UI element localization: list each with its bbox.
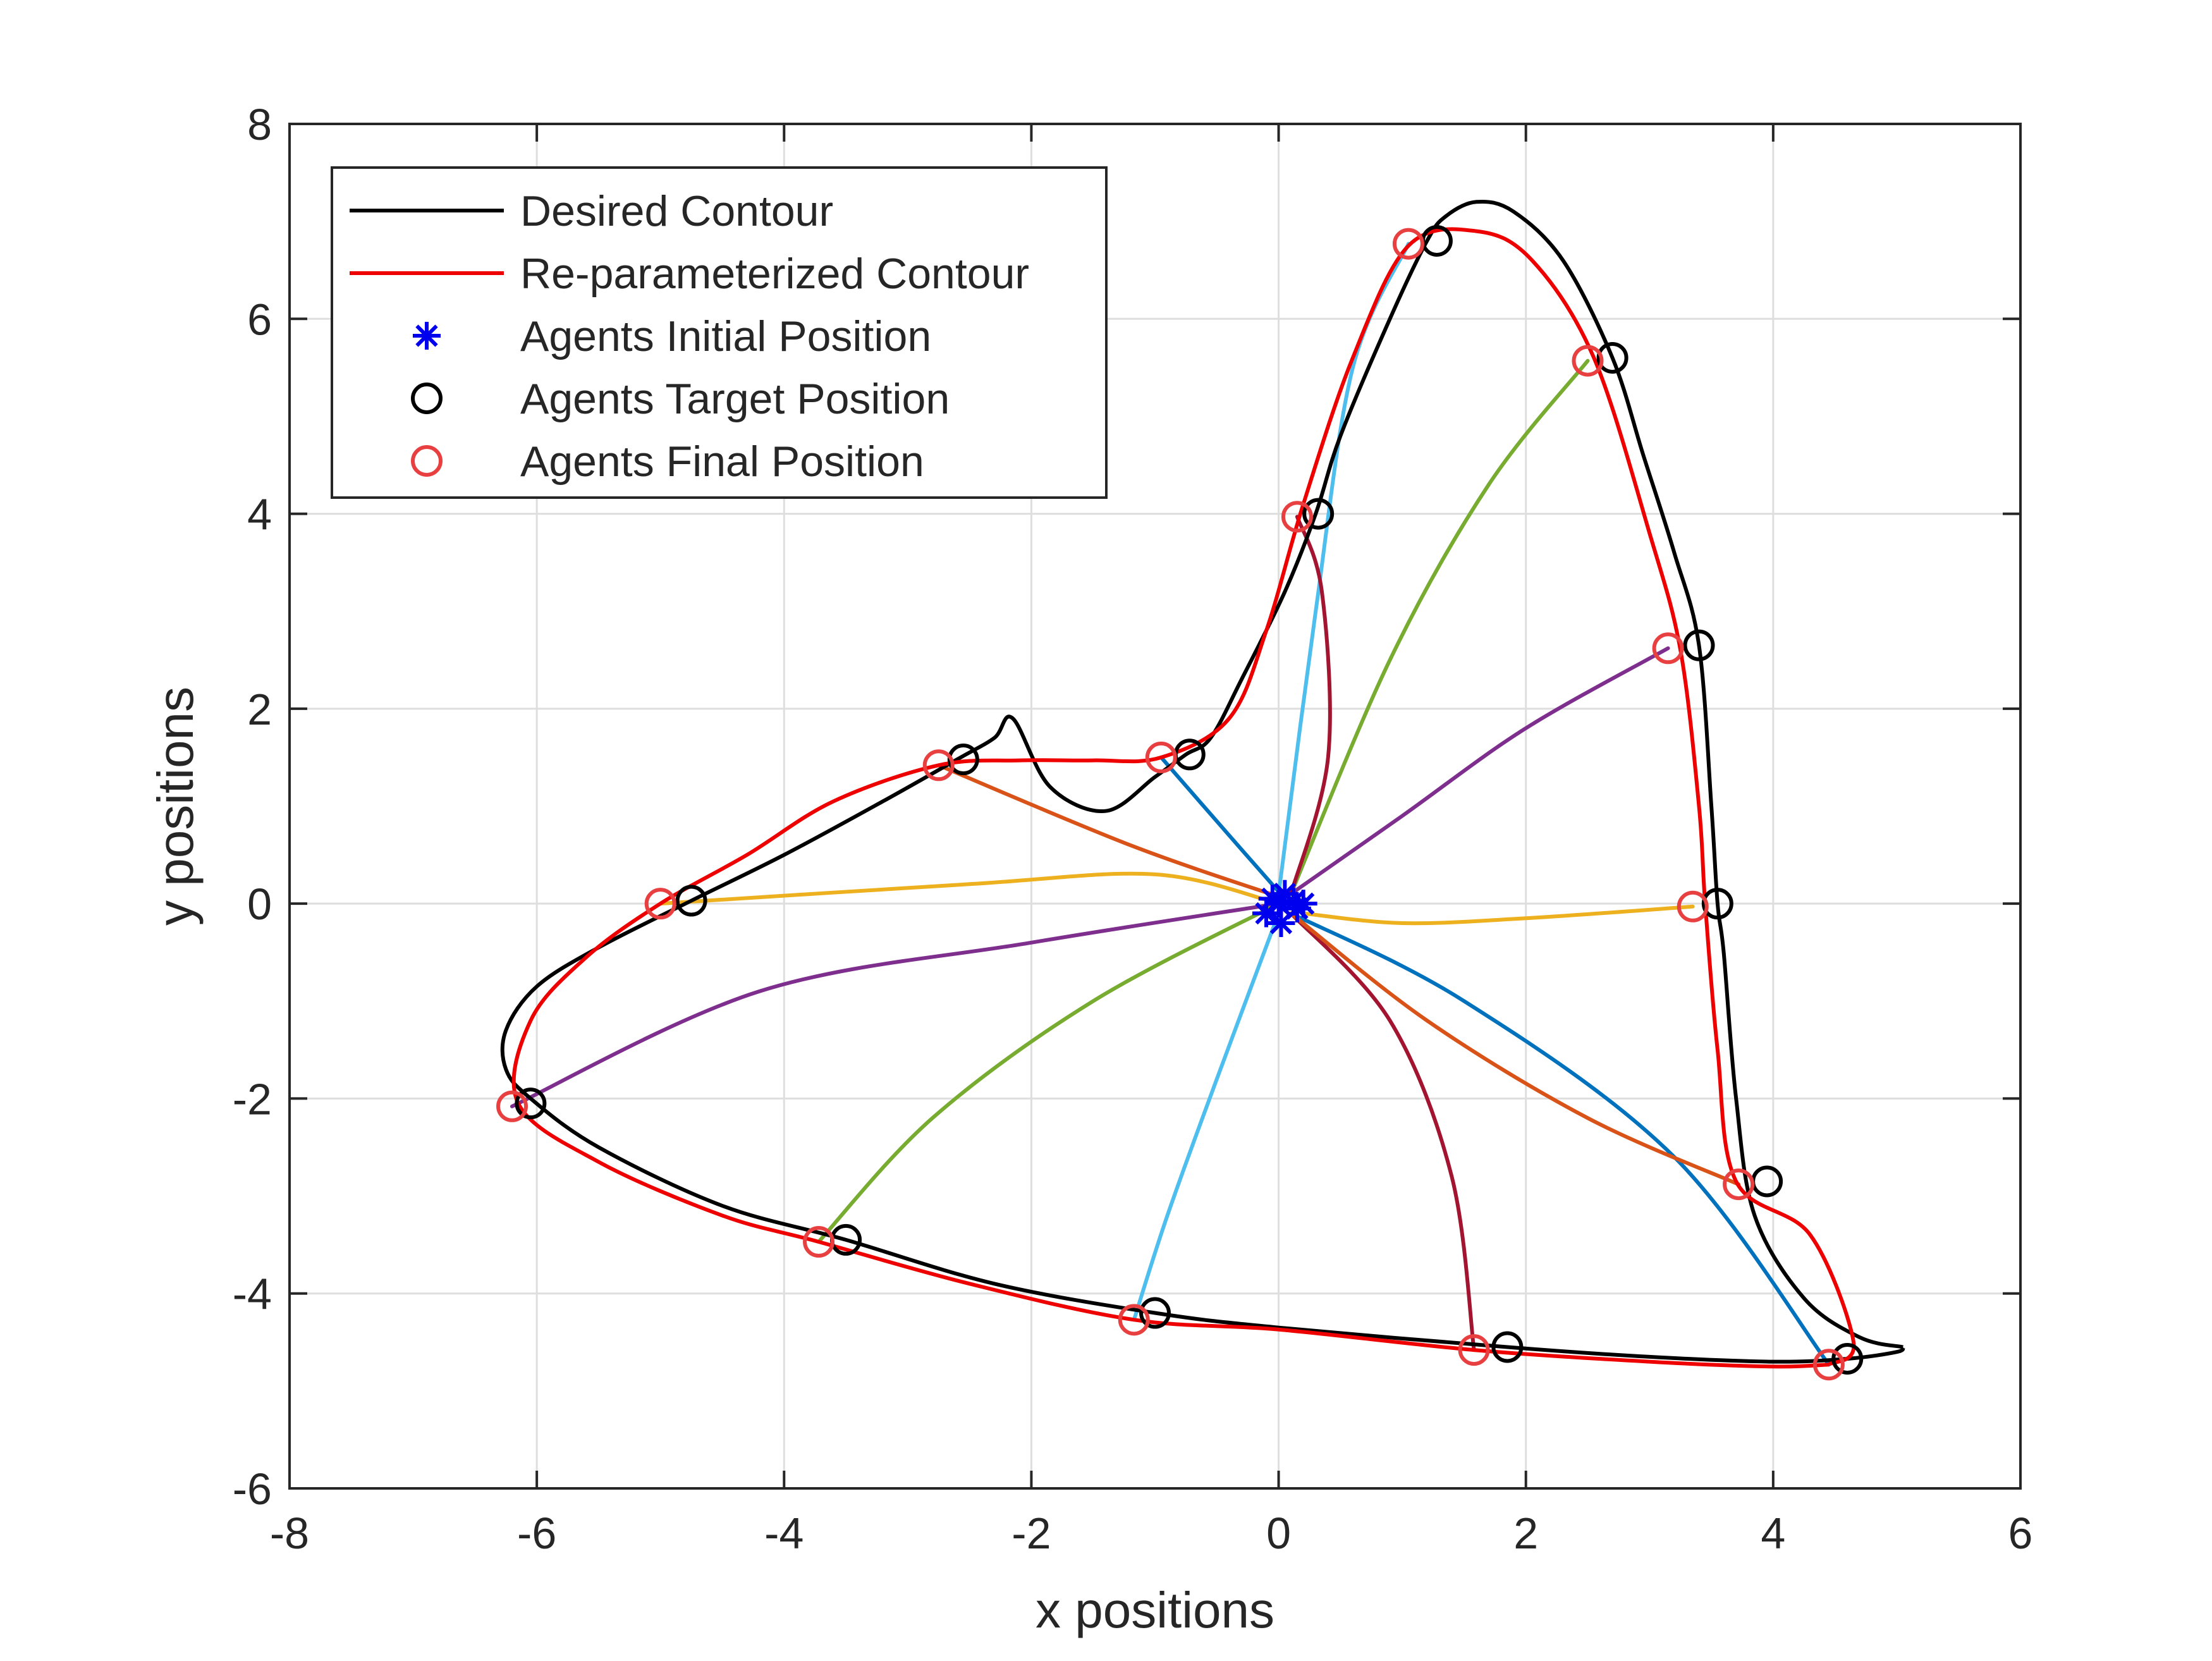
x-tick-label: -6 <box>517 1509 556 1558</box>
agent-trajectory <box>1289 911 1741 1187</box>
target-position-marker <box>1491 1331 1524 1363</box>
final-position-marker <box>1118 1304 1150 1336</box>
final-position-marker <box>1723 1168 1755 1201</box>
agent-trajectory <box>817 902 1281 1244</box>
final-position-marker <box>1677 890 1709 922</box>
initial-position-marker <box>1258 885 1286 913</box>
x-tick-label: 0 <box>1266 1509 1291 1558</box>
agent-trajectory <box>658 871 1281 906</box>
y-tick-label: 8 <box>247 100 272 149</box>
legend-entry: Agents Final Position <box>411 438 924 486</box>
final-position-marker <box>922 749 955 781</box>
legend-star-sample <box>413 322 441 350</box>
y-tick-label: 0 <box>247 880 272 929</box>
agent-trajectory <box>936 763 1287 901</box>
desired-contour <box>500 199 1905 1364</box>
agent-markers <box>496 224 1864 1381</box>
final-position-marker <box>803 1226 835 1258</box>
final-position-marker <box>1652 632 1684 665</box>
agent-trajectories <box>510 242 1831 1367</box>
y-axis-label: y positions <box>147 687 204 926</box>
legend-label: Agents Initial Position <box>520 312 931 360</box>
final-position-marker <box>1392 228 1424 260</box>
final-position-marker <box>1145 741 1177 773</box>
legend-entry: Re-parameterized Contour <box>350 250 1029 298</box>
agent-trajectory <box>510 902 1281 1108</box>
axes-box <box>288 123 2022 1490</box>
y-tick-label: -6 <box>233 1464 272 1514</box>
agent-trajectory <box>1289 646 1670 896</box>
target-position-marker <box>1701 888 1733 920</box>
target-position-marker <box>1831 1342 1864 1375</box>
target-position-marker <box>675 885 707 917</box>
star-stroke <box>1292 892 1315 915</box>
x-tick-label: -2 <box>1011 1509 1051 1558</box>
target-position-marker <box>1139 1297 1171 1329</box>
final-position-marker <box>1458 1334 1490 1366</box>
legend-label: Desired Contour <box>520 187 833 235</box>
agent-trajectory <box>1132 911 1281 1322</box>
agent-trajectory <box>1289 911 1831 1367</box>
legend-label: Agents Target Position <box>520 375 950 423</box>
x-tick-label: -4 <box>764 1509 804 1558</box>
final-position-marker <box>1281 501 1313 533</box>
legend-box <box>331 166 1108 499</box>
x-axis-label: x positions <box>1036 1582 1274 1638</box>
target-position-marker <box>1596 341 1628 374</box>
target-position-marker <box>515 1088 547 1120</box>
target-position-marker <box>1302 498 1335 530</box>
reparameterized-contour <box>511 227 1856 1369</box>
contours <box>500 199 1905 1369</box>
y-tick-label: 4 <box>247 490 272 539</box>
legend-circle-sample <box>411 383 443 414</box>
legend-entry: Agents Initial Position <box>413 312 931 360</box>
star-stroke <box>1261 887 1284 910</box>
y-tick-label: 2 <box>247 685 272 734</box>
x-tick-label: 4 <box>1761 1509 1785 1558</box>
final-position-marker <box>1812 1349 1845 1381</box>
legend-label: Re-parameterized Contour <box>520 250 1029 298</box>
legend-circle-sample <box>411 445 443 477</box>
legend-label: Agents Final Position <box>520 438 924 486</box>
agent-trajectory <box>1301 904 1695 926</box>
legend: Desired Contour Re-parameterized Contour A… <box>331 166 1108 499</box>
y-tick-label: 6 <box>247 295 272 344</box>
agent-trajectory <box>1289 515 1332 896</box>
target-position-marker <box>1683 629 1715 661</box>
legend-entry: Desired Contour <box>350 187 833 235</box>
y-tick-label: -4 <box>233 1270 272 1319</box>
agent-trajectory <box>1289 911 1476 1352</box>
x-tick-label: 6 <box>2008 1509 2033 1558</box>
final-position-marker <box>496 1090 529 1122</box>
legend-entry: Agents Target Position <box>411 375 950 423</box>
agent-trajectory <box>1289 359 1590 896</box>
y-tick-label: -2 <box>233 1074 272 1124</box>
x-tick-label: -8 <box>270 1509 309 1558</box>
star-stroke <box>415 324 438 347</box>
final-position-marker <box>1572 345 1604 377</box>
initial-position-marker <box>1289 890 1317 918</box>
final-position-marker <box>644 888 676 920</box>
agent-trajectory <box>1159 755 1287 901</box>
x-tick-label: 2 <box>1513 1509 1538 1558</box>
